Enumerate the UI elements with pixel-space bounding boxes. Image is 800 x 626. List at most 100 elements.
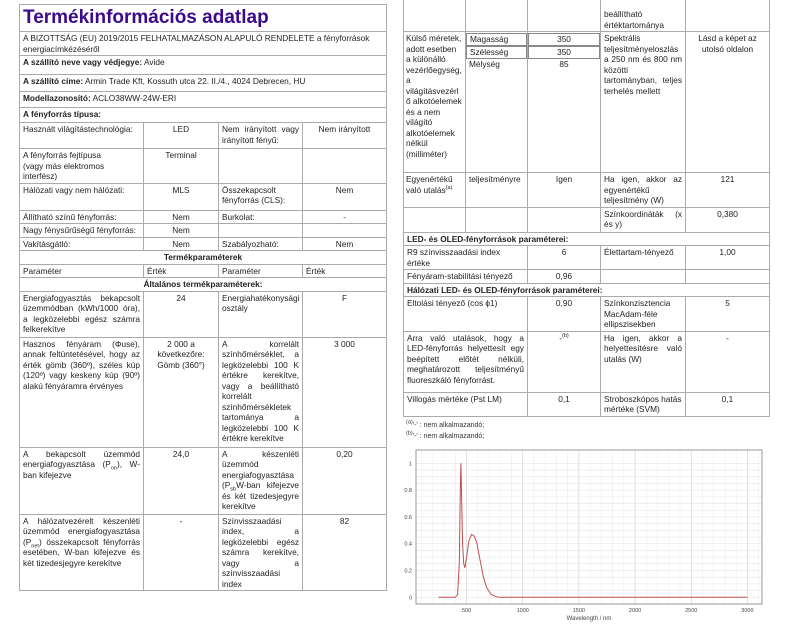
cell: A korrelált színhőmérséklet, a legközele… [218,336,303,448]
y-tick-label: 0 [409,595,412,601]
cell: Vakításgátló: [19,236,144,251]
header-cell: Érték [302,263,387,278]
footnote-mark: (b) [406,430,413,437]
regulation-text: A BIZOTTSÁG (EU) 2019/2015 FELHATALMAZÁS… [19,31,387,56]
cell: 5 [685,296,770,332]
product-info-table: Termékinformációs adatlap A BIZOTTSÁG (E… [19,4,387,591]
model-label: Modellazonosító: [23,93,91,103]
cell: A hálózatvezérelt készenléti üzemmód ene… [19,513,144,591]
text: A készenléti üzemmód energiafogyasztása … [222,448,299,491]
height-value: 350 [528,33,600,46]
table-row: Eltolási tényező (cos ϕ1) 0,90 Színkonzisz… [403,296,770,332]
cell [465,206,528,233]
text: Egyenértékű való utalás [406,174,453,195]
supplier-label: A szállító neve vagy védjegye: [23,57,143,67]
y-tick-label: 0.8 [404,488,412,494]
cell: 2 000 a következőre: Gömb (360°) [143,336,219,448]
text: ) összekapcsolt fényforrás esetében, W-b… [23,536,140,568]
cell: Nem irányított [302,122,387,149]
footnote-mark: (a) [445,184,453,191]
cell: R9 színvisszaadási index értéke [403,245,528,270]
page-title: Termékinformációs adatlap [19,4,387,32]
cell: Nem [143,209,219,224]
cell: Színkoordináták (x és y) [600,206,686,233]
dimension-values: 350 350 85 [527,31,601,173]
footnote-text: '-' : nem alkalmazandó; [412,421,485,429]
cell [403,206,466,233]
cell: - [685,330,770,393]
table-row: Arra való utalások, hogy a LED-fényforrá… [403,330,770,393]
supplier-value: Avide [144,57,165,67]
cell: beállítható értéktartománya [600,0,686,32]
text: ), W-ban kifejezve [23,459,140,480]
table-row: Energiafogyasztás bekapcsolt üzemmódban … [19,290,387,338]
cell: - [143,513,219,591]
text: - [559,332,563,343]
y-tick-label: 1 [409,461,412,467]
table-row: R9 színvisszaadási index értéke 6 Élettart… [403,245,770,270]
mains-params-title: Hálózati LED- és OLED-fényforrások param… [403,282,770,297]
cell: - [302,209,387,224]
cell: LED [143,122,219,149]
depth-value: 85 [559,59,569,69]
cell [527,206,601,233]
footnote-a: (a)'-' : nem alkalmazandó; [406,419,769,431]
cell [302,223,387,238]
cell [218,148,303,184]
cell: Szabályozható: [218,236,303,251]
x-axis-label: Wavelength / nm [567,616,612,622]
cell: Hálózati vagy nem hálózati: [19,182,144,211]
cell: 82 [302,513,387,591]
cell: Hasznos fényáram (Φuse), annak feltüntet… [19,336,144,448]
cell: Ha igen, akkor a helyettesítésre való ut… [600,330,686,393]
width-value: 350 [528,46,600,59]
cell: 0,96 [527,269,601,284]
cell: 24,0 [143,446,219,515]
cell: Terminal [143,148,219,184]
cell: Arra való utalások, hogy a LED-fényforrá… [403,330,528,393]
cell: Villogás mértéke (Pst LM) [403,391,528,417]
general-title: Általános termékparaméterek: [19,277,387,292]
spd-value: Lásd a képet az utolsó oldalon [685,31,770,173]
cell: Nem [143,223,219,238]
x-tick-label: 1000 [517,608,529,614]
cell [218,223,303,238]
address-label: A szállító címe: [23,76,84,86]
cell: F [302,290,387,338]
cell [527,0,601,32]
cell: 0,380 [685,206,770,233]
type-label: A fényforrás típusa: [19,107,387,123]
cell: Színvisszaadási index, a legközelebbi eg… [218,513,303,591]
model-value: ACLO38WW-24W-ERI [92,93,177,103]
header-cell: Paraméter [218,263,303,278]
x-tick-label: 500 [462,608,471,614]
cell: Összekapcsolt fényforrás (CLS): [218,182,303,211]
cell: 0,1 [685,391,770,417]
subscript: on [110,465,117,472]
width-label: Szélesség [466,46,527,59]
subscript: sb [230,486,237,493]
right-column: beállítható értéktartománya Külső mérete… [403,0,770,626]
cell [685,269,770,284]
cell: Nagy fénysűrűségű fényforrás: [19,223,144,238]
dimensions-row: Külső méretek, adott esetben a különálló… [403,31,770,173]
table-row: Állítható színű fényforrás: Nem Burkolat: - [19,209,387,224]
header-cell: Érték [143,263,219,278]
cell: Burkolat: [218,209,303,224]
cell: Igen [527,172,601,208]
footnote-text: '-' : nem alkalmazandó; [412,432,485,440]
table-row: A fényforrás fejtípusa (vagy más elektrom… [19,148,387,184]
cell: MLS [143,182,219,211]
text: W-ban kifejezve és két tizedesjegyre ker… [222,480,299,511]
y-tick-label: 0.6 [404,514,412,520]
text: A bekapcsolt üzemmód energiafogyasztása … [23,448,140,470]
cell: Nem [143,236,219,251]
footnote-b: (b)'-' : nem alkalmazandó; [406,430,769,442]
cell: Állítható színű fényforrás: [19,209,144,224]
cell: 0,20 [302,446,387,515]
table-row: Villogás mértéke (Pst LM) 0,1 Stroboszkópo… [403,391,770,417]
cell [465,0,528,32]
y-tick-label: 0.2 [404,568,412,574]
table-row: Nagy fénysűrűségű fényforrás: Nem [19,223,387,238]
model-row: Modellazonosító: ACLO38WW-24W-ERI [19,91,387,108]
